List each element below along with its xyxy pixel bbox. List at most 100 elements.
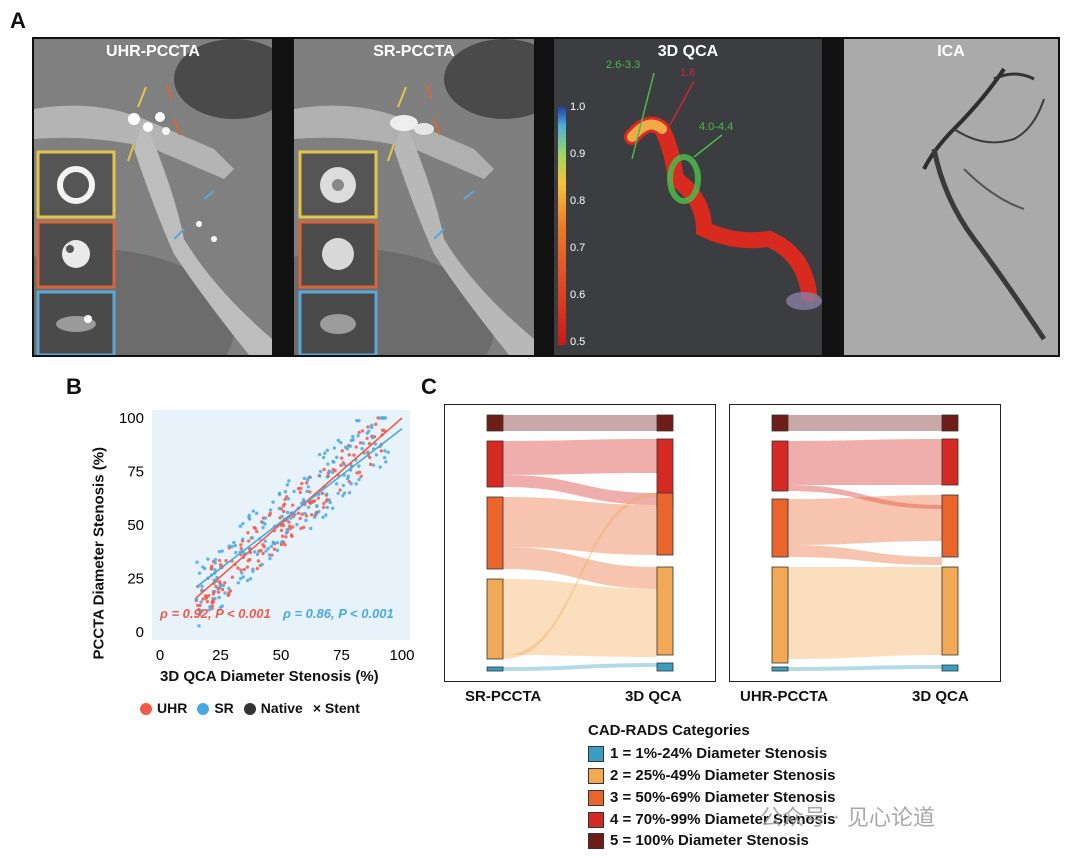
scatter-point-uhr <box>354 445 358 449</box>
sankey2-left-label: UHR-PCCTA <box>740 688 829 705</box>
scatter-point-uhr <box>197 607 201 612</box>
scatter-point-uhr <box>308 490 312 494</box>
sankey-node-right <box>656 414 674 432</box>
qca-label-2: 1.6 <box>680 67 696 79</box>
scatter-point-sr <box>227 544 231 548</box>
scatter-point-uhr <box>226 592 231 597</box>
scatter-point-sr <box>213 568 217 572</box>
ica-title: ICA <box>937 43 965 60</box>
scatter-point-uhr <box>300 481 304 486</box>
scatter-point-uhr <box>239 568 243 572</box>
scatter-point-uhr <box>298 490 302 495</box>
scatter-point-sr <box>326 462 330 466</box>
sankey-node-left <box>771 440 789 492</box>
scatter-point-uhr <box>358 441 363 445</box>
cad-rads-item-5: 5 = 100% Diameter Stenosis <box>588 832 809 849</box>
scatter-point-uhr <box>355 471 359 475</box>
colorbar-tick-3: 0.8 <box>570 195 586 207</box>
scatter-point-sr <box>241 522 245 526</box>
scatter-point-sr <box>199 609 204 613</box>
scatter-point-sr <box>255 552 260 556</box>
y-tick-label: 100 <box>119 410 144 427</box>
scatter-point-uhr <box>365 436 369 441</box>
scatter-point-sr <box>217 586 222 590</box>
scatter-point-uhr <box>366 425 370 429</box>
scatter-point-sr <box>271 500 275 504</box>
scatter-point-sr <box>292 489 296 494</box>
scatter-point-sr <box>383 449 387 453</box>
scatter-point-sr <box>365 431 369 435</box>
uhr-ct-drawing <box>34 39 272 355</box>
sankey-node-right <box>941 566 959 656</box>
scatter-point-sr <box>199 600 203 604</box>
scatter-point-sr <box>325 492 329 496</box>
scatter-point-uhr <box>281 509 286 514</box>
scatter-plot: 00 25 25 50 50 75 75 100 100 <box>119 410 415 664</box>
uhr-pccta-title: UHR-PCCTA <box>106 43 200 60</box>
scatter-point-sr <box>370 423 374 428</box>
scatter-point-sr <box>347 490 352 495</box>
scatter-point-sr <box>335 455 339 460</box>
scatter-point-sr <box>252 550 257 554</box>
scatter-point-sr <box>261 525 265 530</box>
scatter-point-sr <box>324 513 328 517</box>
scatter-point-sr <box>323 451 327 455</box>
sankey-node-left <box>486 414 504 432</box>
scatter-point-uhr <box>316 496 321 500</box>
scatter-point-uhr <box>360 429 365 433</box>
sankey-node-right <box>656 566 674 656</box>
scatter-point-sr <box>336 491 340 496</box>
scatter-point-sr <box>277 506 282 511</box>
sankey-node-left <box>771 566 789 664</box>
qca-label-3: 4.0-4.4 <box>699 121 734 133</box>
sr-pccta-title: SR-PCCTA <box>373 43 455 60</box>
scatter-y-axis-label: PCCTA Diameter Stenosis (%) <box>90 446 108 660</box>
scatter-point-sr <box>275 540 280 545</box>
scatter-point-uhr <box>321 505 326 509</box>
scatter-point-uhr <box>210 600 214 605</box>
sankey-node-left <box>771 666 789 672</box>
cad-rads-legend-title: CAD-RADS Categories <box>588 722 750 739</box>
scatter-point-sr <box>307 475 311 479</box>
sankey-flow <box>788 545 942 565</box>
panel-label-c: C <box>421 374 437 399</box>
scatter-point-sr <box>336 438 341 443</box>
scatter-point-uhr <box>304 481 309 485</box>
qca-label-1: 2.6-3.3 <box>606 59 641 71</box>
scatter-point-sr <box>207 608 211 612</box>
scatter-point-sr <box>269 544 274 549</box>
sankey-flow <box>503 475 657 505</box>
scatter-point-uhr <box>291 525 295 529</box>
scatter-point-uhr <box>289 533 294 537</box>
scatter-point-sr <box>268 508 273 512</box>
scatter-point-uhr <box>239 547 244 551</box>
scatter-point-sr <box>198 612 202 616</box>
scatter-point-uhr <box>368 455 372 460</box>
scatter-point-uhr <box>340 449 344 453</box>
scatter-point-sr <box>238 576 243 581</box>
legend-native: Native <box>243 700 303 716</box>
scatter-point-uhr <box>248 557 252 562</box>
scatter-point-sr <box>245 578 250 583</box>
scatter-point-uhr <box>357 430 361 435</box>
sankey-node-right <box>941 494 959 558</box>
scatter-point-uhr <box>338 488 342 492</box>
scatter-point-uhr <box>339 463 343 468</box>
scatter-point-sr <box>293 512 297 516</box>
scatter-point-uhr <box>272 547 277 551</box>
scatter-point-sr <box>312 515 317 519</box>
scatter-point-sr <box>327 469 331 474</box>
scatter-point-sr <box>217 595 221 600</box>
scatter-point-uhr <box>380 428 385 432</box>
scatter-point-sr <box>349 482 353 486</box>
scatter-point-sr <box>197 571 202 575</box>
scatter-point-sr <box>328 500 332 505</box>
scatter-point-sr <box>321 515 325 519</box>
scatter-point-sr <box>247 513 251 518</box>
scatter-point-sr <box>332 460 336 464</box>
scatter-point-sr <box>217 549 222 554</box>
scatter-point-uhr <box>239 543 243 547</box>
scatter-point-sr <box>386 450 390 455</box>
scatter-point-uhr <box>267 513 272 518</box>
scatter-point-sr <box>254 511 259 516</box>
